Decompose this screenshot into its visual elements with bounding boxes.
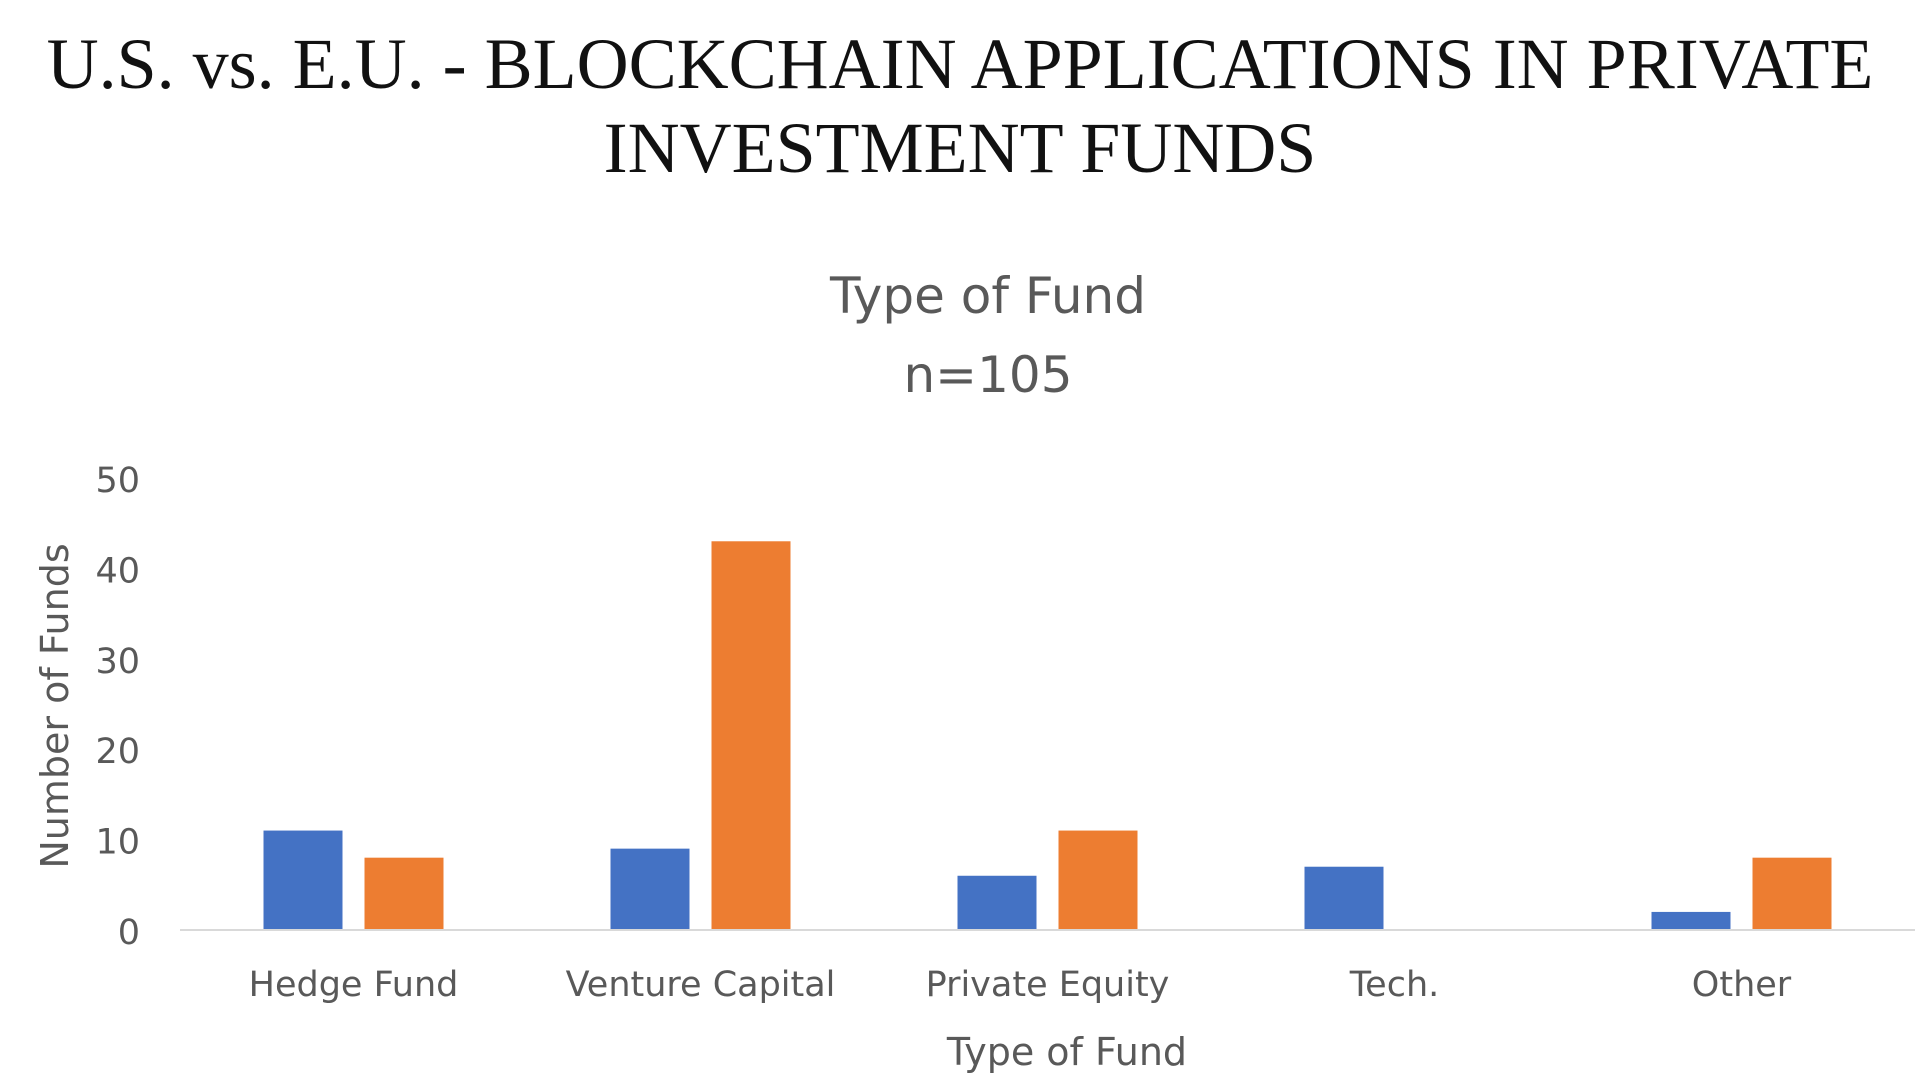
bar-series-2-1 xyxy=(711,541,791,930)
x-axis-label: Type of Fund xyxy=(946,1030,1187,1074)
y-tick-label-0: 0 xyxy=(118,913,140,953)
y-tick-label-1: 10 xyxy=(95,823,140,863)
x-tick-label-2: Private Equity xyxy=(926,965,1170,1005)
y-tick-label-3: 30 xyxy=(95,642,140,682)
x-tick-label-4: Other xyxy=(1692,965,1792,1005)
bar-series-1-2 xyxy=(957,875,1037,930)
x-tick-label-3: Tech. xyxy=(1349,965,1440,1005)
bar-series-2-0 xyxy=(364,857,444,930)
plot-area: 0 10 20 30 40 50 Hedge Fund Venture Capital Priv… xyxy=(95,461,1915,1005)
page-title: U.S. vs. E.U. - BLOCKCHAIN APPLICATIONS … xyxy=(0,22,1920,190)
y-axis-label: Number of Funds xyxy=(33,543,77,868)
bar-series-2-4 xyxy=(1752,857,1832,930)
page-title-line-1: U.S. vs. E.U. - BLOCKCHAIN APPLICATIONS … xyxy=(46,24,1874,104)
y-tick-label-2: 20 xyxy=(95,732,140,772)
y-tick-label-4: 40 xyxy=(95,551,140,591)
chart-subtitle: n=105 xyxy=(903,346,1072,404)
bar-series-2-2 xyxy=(1058,830,1138,930)
bar-series-1-3 xyxy=(1304,866,1384,930)
bar-series-1-4 xyxy=(1651,911,1731,930)
bar-series-1-0 xyxy=(263,830,343,930)
y-tick-label-5: 50 xyxy=(95,461,140,501)
x-tick-label-0: Hedge Fund xyxy=(249,965,459,1005)
page-title-line-2: INVESTMENT FUNDS xyxy=(603,108,1317,188)
chart-title: Type of Fund xyxy=(829,267,1146,325)
x-tick-label-1: Venture Capital xyxy=(566,965,836,1005)
bar-series-1-1 xyxy=(610,848,690,930)
